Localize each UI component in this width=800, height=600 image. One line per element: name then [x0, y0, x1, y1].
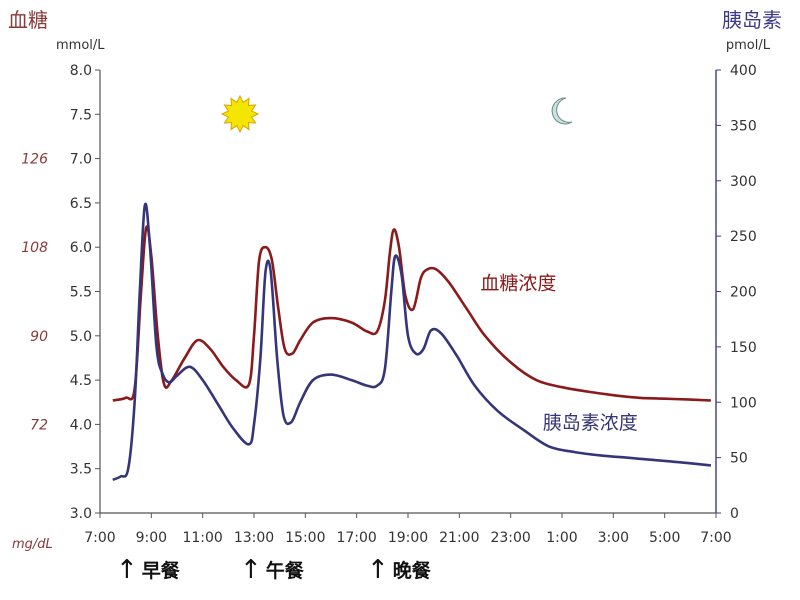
x-tick-label: 23:00 [490, 530, 530, 546]
x-tick-label: 17:00 [336, 530, 376, 546]
right-tick-label: 0 [730, 506, 739, 522]
glucose-series-line [112, 225, 711, 402]
x-tick-label: 9:00 [136, 530, 167, 546]
meal-label: 午餐 [265, 560, 304, 582]
right-tick-label: 250 [730, 229, 757, 245]
x-tick-label: 11:00 [182, 530, 222, 546]
left-tick-label: 6.5 [70, 196, 92, 212]
left-tick-label: 3.0 [70, 506, 92, 522]
left-tick-label: 4.5 [70, 373, 92, 389]
left-tick-label: 5.5 [70, 285, 92, 301]
meal-lunch: ↑ 午餐 [240, 556, 304, 583]
left-tick-label: 4.0 [70, 417, 92, 433]
meal-breakfast: ↑ 早餐 [116, 556, 180, 583]
glucose-curve-label: 血糖浓度 [480, 273, 556, 295]
right-tick-label: 300 [730, 174, 757, 190]
left-axis-unit: mmol/L [56, 38, 105, 53]
meal-label: 晚餐 [392, 560, 431, 582]
right-tick-label: 50 [730, 451, 748, 467]
right-tick-label: 200 [730, 285, 757, 301]
insulin-series-line [112, 202, 712, 482]
moon-icon [551, 97, 573, 125]
mgdl-tick-label: 90 [30, 329, 48, 345]
meal-dinner: ↑ 晚餐 [367, 556, 431, 583]
mgdl-tick-label: 72 [30, 417, 48, 433]
x-tick-label: 7:00 [700, 530, 731, 546]
up-arrow-icon: ↑ [367, 554, 389, 585]
x-tick-label: 1:00 [546, 530, 577, 546]
x-tick-label: 3:00 [598, 530, 629, 546]
left-tick-label: 8.0 [70, 63, 92, 79]
left-tick-label: 5.0 [70, 329, 92, 345]
right-tick-label: 350 [730, 118, 757, 134]
mgdl-tick-label: 126 [21, 152, 48, 168]
meal-label: 早餐 [141, 560, 180, 582]
x-tick-label: 5:00 [649, 530, 680, 546]
insulin-curve-label: 胰岛素浓度 [543, 412, 638, 434]
up-arrow-icon: ↑ [240, 554, 262, 585]
right-tick-label: 400 [730, 63, 757, 79]
right-axis-title: 胰岛素 [722, 8, 782, 32]
right-tick-label: 100 [730, 395, 757, 411]
right-tick-label: 150 [730, 340, 757, 356]
up-arrow-icon: ↑ [116, 554, 138, 585]
x-tick-label: 19:00 [388, 530, 428, 546]
x-tick-label: 15:00 [285, 530, 325, 546]
left-tick-label: 3.5 [70, 462, 92, 478]
x-tick-label: 21:00 [439, 530, 479, 546]
sun-icon [220, 94, 260, 134]
x-tick-label: 7:00 [84, 530, 115, 546]
left-axis-title: 血糖 [8, 8, 48, 32]
left-tick-label: 7.5 [70, 107, 92, 123]
x-tick-label: 13:00 [234, 530, 274, 546]
left-axis-alt-unit: mg/dL [12, 537, 53, 552]
right-axis-unit: pmol/L [725, 38, 770, 53]
mgdl-tick-label: 108 [21, 240, 48, 256]
left-tick-label: 7.0 [70, 152, 92, 168]
left-tick-label: 6.0 [70, 240, 92, 256]
